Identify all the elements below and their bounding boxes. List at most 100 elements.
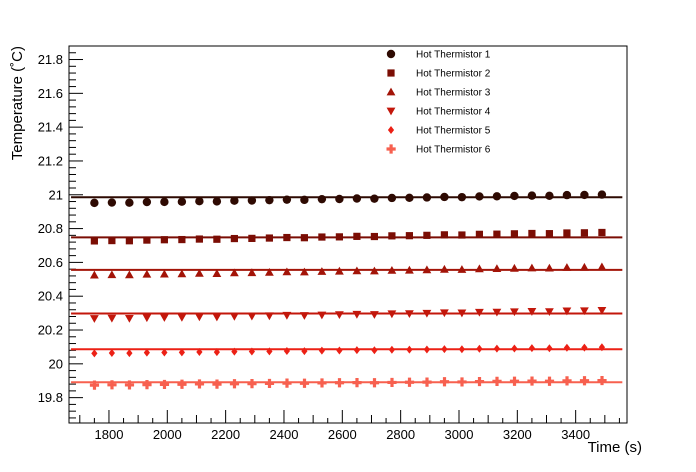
data-point-square	[493, 230, 501, 238]
data-point-plus	[509, 376, 520, 386]
data-point-plus	[334, 378, 345, 388]
data-point-circle	[597, 190, 607, 199]
data-point-circle	[492, 192, 502, 201]
data-point-triangle-up	[369, 266, 379, 275]
data-point-triangle-up	[510, 263, 519, 272]
data-point-triangle-down	[89, 315, 99, 323]
data-point-triangle-up	[334, 266, 344, 275]
data-point-plus	[299, 378, 310, 388]
data-point-circle	[160, 197, 169, 207]
y-tick-label: 19.8	[38, 390, 63, 405]
data-point-triangle-down	[457, 309, 467, 318]
data-point-diamond	[283, 346, 290, 355]
data-point-triangle-down	[422, 309, 432, 318]
y-tick-label: 21.6	[38, 86, 63, 101]
data-point-triangle-up	[562, 263, 572, 271]
data-point-plus	[404, 377, 415, 387]
data-point-triangle-up	[89, 270, 99, 279]
data-point-plus	[387, 377, 397, 388]
data-point-triangle-up	[177, 269, 187, 278]
data-point-circle	[387, 193, 397, 203]
data-point-square	[178, 235, 186, 244]
data-point-diamond	[231, 347, 238, 356]
data-point-circle	[317, 194, 327, 204]
data-point-triangle-down	[142, 314, 152, 323]
data-point-triangle-up	[299, 267, 309, 276]
data-point-diamond	[423, 345, 431, 354]
data-point-diamond	[528, 344, 536, 353]
data-point-circle	[405, 193, 414, 203]
data-point-triangle-down	[580, 307, 589, 316]
data-point-plus	[107, 380, 117, 390]
data-point-triangle-up	[264, 267, 274, 276]
series-hot-thermistor-6	[71, 375, 623, 390]
data-point-plus	[159, 379, 170, 390]
data-point-triangle-down	[440, 309, 449, 318]
data-point-plus	[562, 376, 572, 386]
data-point-plus	[439, 377, 450, 387]
data-point-circle	[107, 198, 117, 207]
data-point-triangle-up	[422, 265, 432, 274]
x-tick-label: 1800	[95, 427, 124, 442]
data-point-diamond	[248, 347, 255, 356]
x-tick-label: 2600	[328, 427, 357, 442]
data-point-square	[143, 236, 151, 244]
series-hot-thermistor-1	[71, 190, 623, 208]
data-point-diamond	[336, 346, 343, 355]
legend-label: Hot Thermistor 5	[416, 126, 491, 137]
data-point-triangle-down	[545, 308, 554, 316]
data-point-circle	[125, 198, 134, 207]
data-point-triangle-down	[299, 312, 309, 320]
axis-ticks	[69, 52, 620, 423]
data-point-plus	[264, 378, 275, 389]
data-point-triangle-down	[317, 311, 327, 320]
data-point-triangle-down	[387, 310, 397, 319]
legend-item-1: Hot Thermistor 1	[386, 50, 491, 61]
data-point-triangle-up	[352, 266, 362, 275]
data-point-circle	[142, 197, 152, 207]
data-point-plus	[142, 380, 152, 390]
data-point-circle	[300, 195, 309, 205]
x-tick-label: 3000	[445, 427, 474, 442]
y-tick-label: 20.4	[38, 289, 63, 304]
data-point-diamond	[546, 344, 553, 353]
data-point-square	[283, 233, 291, 242]
data-point-diamond	[301, 347, 308, 356]
data-point-triangle-down	[247, 312, 257, 321]
legend-item-4: Hot Thermistor 4	[386, 107, 491, 118]
data-point-plus	[369, 378, 380, 388]
data-point-plus	[457, 377, 467, 387]
data-point-triangle-up	[282, 267, 292, 276]
data-point-triangle-down	[475, 308, 484, 317]
data-point-plus	[212, 379, 222, 389]
data-point-diamond	[388, 345, 395, 354]
data-point-square	[510, 230, 519, 238]
data-point-diamond	[161, 348, 168, 357]
legend-label: Hot Thermistor 3	[416, 88, 491, 99]
data-point-plus	[422, 377, 432, 387]
data-point-diamond	[178, 348, 185, 357]
data-point-plus	[282, 378, 292, 388]
legend-item-2: Hot Thermistor 2	[387, 69, 491, 80]
data-point-circle	[510, 191, 519, 201]
data-point-diamond	[563, 343, 571, 352]
data-point-plus	[89, 380, 100, 390]
data-point-circle	[335, 194, 344, 204]
data-point-square	[563, 229, 571, 237]
x-tick-label: 2000	[153, 427, 182, 442]
data-point-triangle-down	[405, 310, 414, 319]
data-point-triangle-down	[107, 314, 117, 323]
data-point-diamond	[91, 349, 98, 358]
data-point-circle	[440, 192, 449, 202]
legend-item-3: Hot Thermistor 3	[386, 87, 491, 99]
data-point-triangle-up	[142, 269, 152, 278]
legend: Hot Thermistor 1 Hot Thermistor 2 Hot Ther…	[386, 50, 491, 156]
data-point-square	[528, 229, 536, 238]
data-point-triangle-up	[317, 267, 327, 275]
data-point-plus	[247, 379, 257, 389]
data-point-square	[423, 231, 431, 239]
data-point-square	[458, 231, 466, 239]
legend-marker-triangle-up-icon	[386, 87, 396, 96]
data-point-circle	[212, 197, 222, 206]
data-point-triangle-up	[440, 264, 449, 273]
